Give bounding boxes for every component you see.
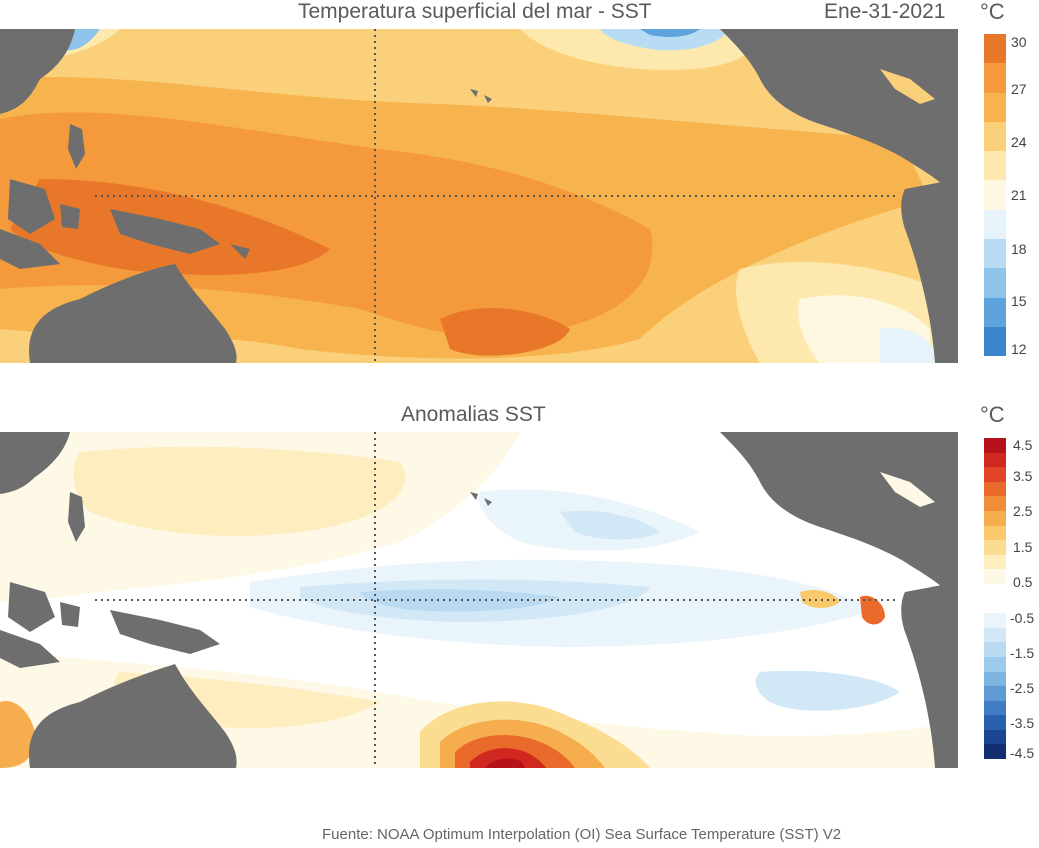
- anomaly-colorbar-label: -0.5: [1010, 610, 1035, 626]
- anomaly-colorbar-label: -2.5: [1010, 680, 1035, 696]
- sst-colorbar: [984, 34, 1006, 357]
- anomaly-colorbar-label: 0.5: [1013, 574, 1033, 590]
- colorbar-segment: [984, 180, 1006, 210]
- colorbar-segment: [984, 686, 1006, 701]
- colorbar-segment: [984, 627, 1006, 643]
- anomaly-colorbar-label: 4.5: [1013, 437, 1033, 453]
- colorbar-segment: [984, 656, 1006, 672]
- colorbar-segment: [984, 297, 1006, 327]
- anomaly-colorbar-label: 2.5: [1013, 503, 1033, 519]
- sst-map: [0, 29, 958, 363]
- colorbar-segment: [984, 715, 1006, 730]
- colorbar-segment: [984, 598, 1006, 614]
- anomaly-colorbar-unit: °C: [980, 402, 1005, 427]
- colorbar-segment: [984, 496, 1006, 511]
- anomaly-colorbar-label: -3.5: [1010, 715, 1035, 731]
- colorbar-segment: [984, 151, 1006, 181]
- colorbar-segment: [984, 268, 1006, 298]
- colorbar-segment: [984, 525, 1006, 541]
- colorbar-segment: [984, 467, 1006, 482]
- anomaly-colorbar-label: -1.5: [1010, 645, 1035, 661]
- colorbar-segment: [984, 438, 1006, 453]
- anomaly-colorbar-label: 1.5: [1013, 539, 1033, 555]
- colorbar-segment: [984, 583, 1006, 599]
- anomaly-colorbar-label: -4.5: [1010, 745, 1035, 761]
- sst-colorbar-label: 24: [1011, 134, 1027, 150]
- anomaly-colorbar: [984, 438, 1006, 760]
- colorbar-segment: [984, 481, 1006, 497]
- colorbar-segment: [984, 744, 1006, 760]
- colorbar-segment: [984, 121, 1006, 152]
- sst-colorbar-label: 21: [1011, 187, 1027, 203]
- anomaly-map-title: Anomalias SST: [401, 403, 546, 426]
- colorbar-segment: [984, 239, 1006, 269]
- sst-colorbar-label: 27: [1011, 81, 1027, 97]
- sst-colorbar-label: 15: [1011, 293, 1027, 309]
- colorbar-segment: [984, 540, 1006, 555]
- colorbar-segment: [984, 510, 1006, 526]
- anomaly-colorbar-label: 3.5: [1013, 468, 1033, 484]
- colorbar-segment: [984, 554, 1006, 570]
- sst-map-date: Ene-31-2021: [824, 0, 946, 23]
- colorbar-segment: [984, 63, 1006, 93]
- data-source-note: Fuente: NOAA Optimum Interpolation (OI) …: [322, 826, 842, 843]
- colorbar-segment: [984, 569, 1006, 584]
- colorbar-segment: [984, 209, 1006, 240]
- sst-map-title: Temperatura superficial del mar - SST: [298, 0, 652, 23]
- colorbar-segment: [984, 671, 1006, 687]
- sst-colorbar-label: 18: [1011, 241, 1027, 257]
- colorbar-segment: [984, 92, 1006, 122]
- colorbar-segment: [984, 613, 1006, 628]
- colorbar-segment: [984, 34, 1006, 64]
- colorbar-segment: [984, 700, 1006, 716]
- colorbar-segment: [984, 729, 1006, 745]
- sst-colorbar-label: 12: [1011, 341, 1027, 357]
- colorbar-segment: [984, 642, 1006, 657]
- colorbar-segment: [984, 326, 1006, 357]
- sst-colorbar-unit: °C: [980, 0, 1005, 24]
- sst-colorbar-label: 30: [1011, 34, 1027, 50]
- anomaly-map: [0, 432, 958, 768]
- colorbar-segment: [984, 452, 1006, 468]
